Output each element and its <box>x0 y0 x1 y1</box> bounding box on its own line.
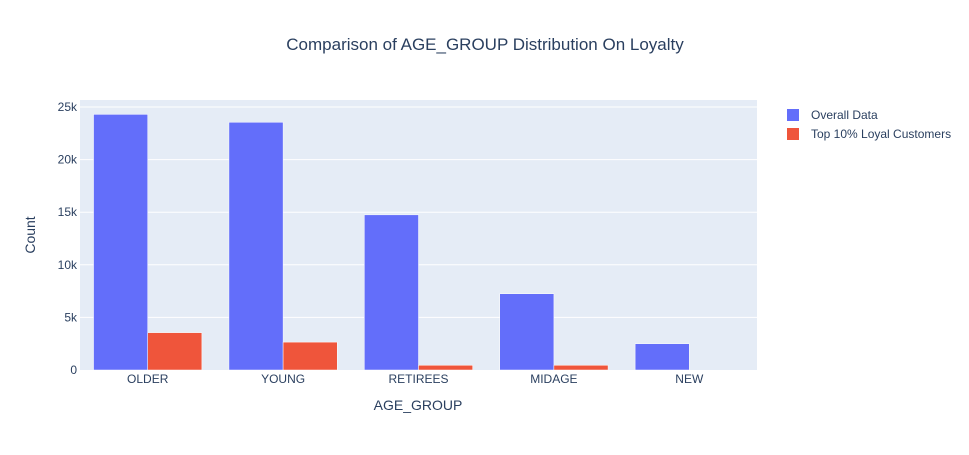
x-tick-label: OLDER <box>127 372 169 386</box>
bar-retirees-series-1[interactable] <box>418 365 473 371</box>
x-tick-label: NEW <box>675 372 704 386</box>
bar-midage-series-1[interactable] <box>553 365 609 371</box>
bar-retirees-series-0[interactable] <box>364 214 419 371</box>
legend-label: Overall Data <box>811 108 878 122</box>
legend-swatch <box>787 128 799 140</box>
legend[interactable]: Overall Data Top 10% Loyal Customers <box>787 108 951 141</box>
legend-label: Top 10% Loyal Customers <box>811 127 951 141</box>
bar-new-series-0[interactable] <box>634 343 690 371</box>
x-tick-label: YOUNG <box>261 372 305 386</box>
y-axis-title: Count <box>22 216 38 253</box>
bar-young-series-0[interactable] <box>228 122 284 371</box>
y-tick-label: 15k <box>58 205 78 219</box>
y-tick-label: 0 <box>70 363 77 377</box>
y-tick-label: 20k <box>58 153 78 167</box>
legend-swatch <box>787 109 799 121</box>
bar-older-series-0[interactable] <box>93 114 148 371</box>
x-tick-label: RETIREES <box>388 372 448 386</box>
bar-older-series-1[interactable] <box>147 332 203 371</box>
bars <box>93 114 690 371</box>
y-axis-ticks: 0 5k 10k 15k 20k 25k <box>58 100 78 377</box>
legend-item[interactable]: Top 10% Loyal Customers <box>787 127 951 141</box>
y-tick-label: 10k <box>58 258 78 272</box>
y-tick-label: 25k <box>58 100 78 114</box>
chart-title: Comparison of AGE_GROUP Distribution On … <box>286 35 684 54</box>
x-tick-label: MIDAGE <box>530 372 577 386</box>
bar-young-series-1[interactable] <box>282 341 338 371</box>
bar-midage-series-0[interactable] <box>499 293 555 371</box>
x-axis-title: AGE_GROUP <box>374 397 463 413</box>
legend-item[interactable]: Overall Data <box>787 108 878 122</box>
x-axis-ticks: OLDER YOUNG RETIREES MIDAGE NEW <box>127 372 704 386</box>
y-tick-label: 5k <box>64 310 78 324</box>
